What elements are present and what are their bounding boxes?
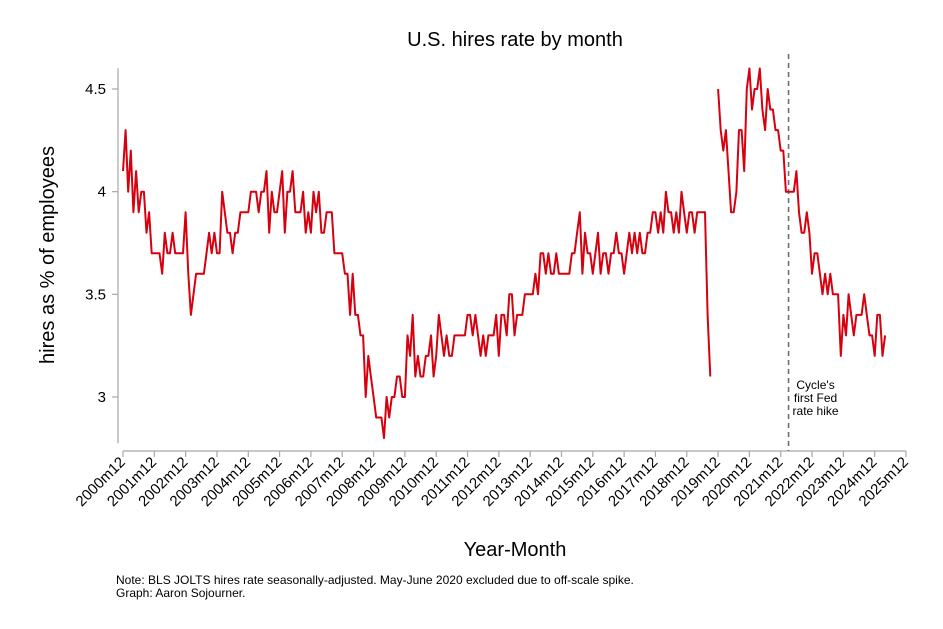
fed-rate-hike-label: Cycle's — [796, 378, 834, 392]
y-tick-label: 4.5 — [85, 81, 106, 98]
y-axis: 3 3.5 4 4.5 — [85, 68, 119, 444]
note-line-credit: Graph: Aaron Sojourner. — [116, 586, 246, 600]
x-axis-title: Year-Month — [464, 539, 567, 561]
series-line-hires-rate — [122, 129, 712, 440]
series-line-hires-rate — [717, 67, 887, 357]
series-layer — [122, 67, 887, 440]
fed-rate-hike-label: first Fed — [794, 391, 837, 405]
y-tick-label: 3 — [98, 389, 106, 406]
y-tick-label: 3.5 — [85, 286, 106, 303]
note-line-source: Note: BLS JOLTS hires rate seasonally-ad… — [116, 573, 634, 587]
chart-note: Note: BLS JOLTS hires rate seasonally-ad… — [116, 574, 634, 600]
y-tick-label: 4 — [98, 184, 106, 201]
x-axis: 2000m122001m122002m122003m122004m122005m… — [73, 450, 912, 510]
fed-rate-hike-label: rate hike — [793, 404, 839, 418]
y-axis-title: hires as % of employees — [37, 146, 59, 364]
chart-title: U.S. hires rate by month — [407, 29, 623, 51]
